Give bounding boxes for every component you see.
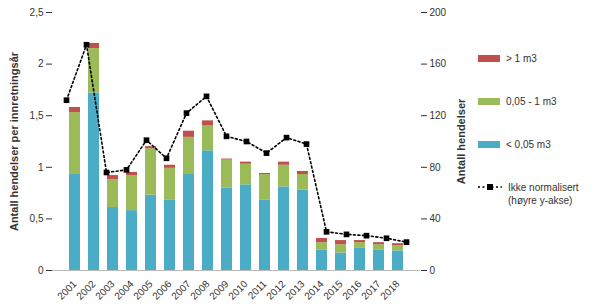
svg-text:2017: 2017 — [359, 278, 383, 302]
html-text:0,05 - 1 m3: 0,05 - 1 m3 — [506, 96, 557, 107]
svg-text:120: 120 — [430, 110, 447, 121]
svg-text:2012: 2012 — [264, 278, 288, 302]
html-text:< 0,05 m3: < 0,05 m3 — [506, 139, 551, 150]
svg-text:Antall hendelser per innretnin: Antall hendelser per innretningsår — [8, 51, 20, 231]
svg-text:Antall hendelser: Antall hendelser — [455, 98, 467, 184]
html-text:Ikke normalisert (høyre y-akse: Ikke normalisert (høyre y-akse) — [508, 182, 579, 206]
svg-text:2: 2 — [38, 58, 44, 69]
svg-text:1,5: 1,5 — [30, 110, 44, 121]
svg-text:200: 200 — [430, 7, 447, 18]
svg-text:2003: 2003 — [93, 278, 117, 302]
svg-text:2009: 2009 — [207, 278, 231, 302]
svg-text:0,5: 0,5 — [30, 213, 44, 224]
svg-text:2018: 2018 — [378, 278, 402, 302]
svg-text:160: 160 — [430, 58, 447, 69]
svg-text:2,5: 2,5 — [30, 7, 44, 18]
svg-text:2015: 2015 — [321, 278, 345, 302]
svg-text:2011: 2011 — [246, 278, 269, 301]
svg-text:0: 0 — [38, 265, 44, 276]
svg-text:1: 1 — [38, 162, 44, 173]
svg-text:2006: 2006 — [150, 278, 174, 302]
svg-text:80: 80 — [430, 162, 442, 173]
svg-text:2014: 2014 — [302, 278, 326, 302]
svg-text:2002: 2002 — [74, 278, 98, 302]
html-text:> 1 m3: > 1 m3 — [506, 53, 537, 64]
svg-text:0: 0 — [430, 265, 436, 276]
svg-text:40: 40 — [430, 213, 442, 224]
svg-text:2013: 2013 — [283, 278, 307, 302]
svg-text:2005: 2005 — [131, 278, 155, 302]
svg-text:2001: 2001 — [55, 278, 79, 302]
svg-text:2008: 2008 — [188, 278, 212, 302]
svg-text:2016: 2016 — [340, 278, 364, 302]
svg-text:2007: 2007 — [169, 278, 193, 302]
svg-text:2004: 2004 — [112, 278, 136, 302]
svg-text:2010: 2010 — [226, 278, 250, 302]
